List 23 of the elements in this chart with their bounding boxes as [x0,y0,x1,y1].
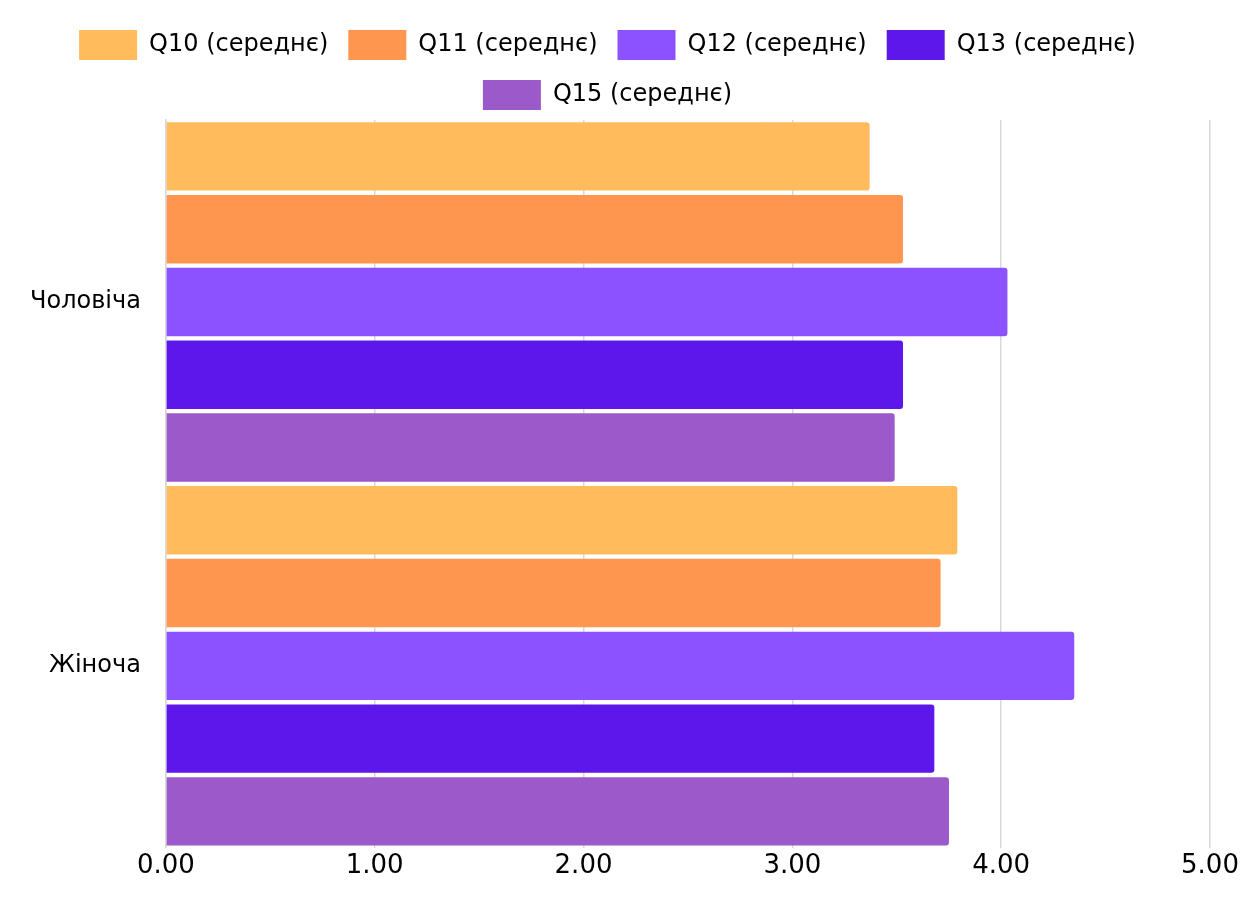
y-tick-label: Чоловіча [30,286,141,315]
x-tick-label: 0.00 [136,849,195,880]
x-tick-label: 5.00 [1181,849,1239,880]
bar [166,194,904,264]
x-tick-label: 3.00 [763,849,822,880]
legend-label: Q11 (середнє) [418,29,598,58]
bar [166,267,1008,337]
bar [166,122,870,191]
legend-label: Q15 (середнє) [552,79,733,108]
bar [166,340,904,409]
legend-label: Q13 (середнє) [956,29,1136,58]
bar [166,631,1075,701]
x-tick-label: 2.00 [554,849,613,880]
bar [166,558,941,628]
legend-label: Q12 (середнє) [687,29,867,58]
y-tick-label: Жіноча [49,650,141,679]
bar [166,413,895,482]
legend-label: Q10 (середнє) [149,29,329,58]
bar [166,486,958,555]
bar [166,704,935,773]
x-tick-label: 4.00 [972,849,1031,880]
x-tick-label: 1.00 [345,849,404,880]
bar [166,777,949,846]
